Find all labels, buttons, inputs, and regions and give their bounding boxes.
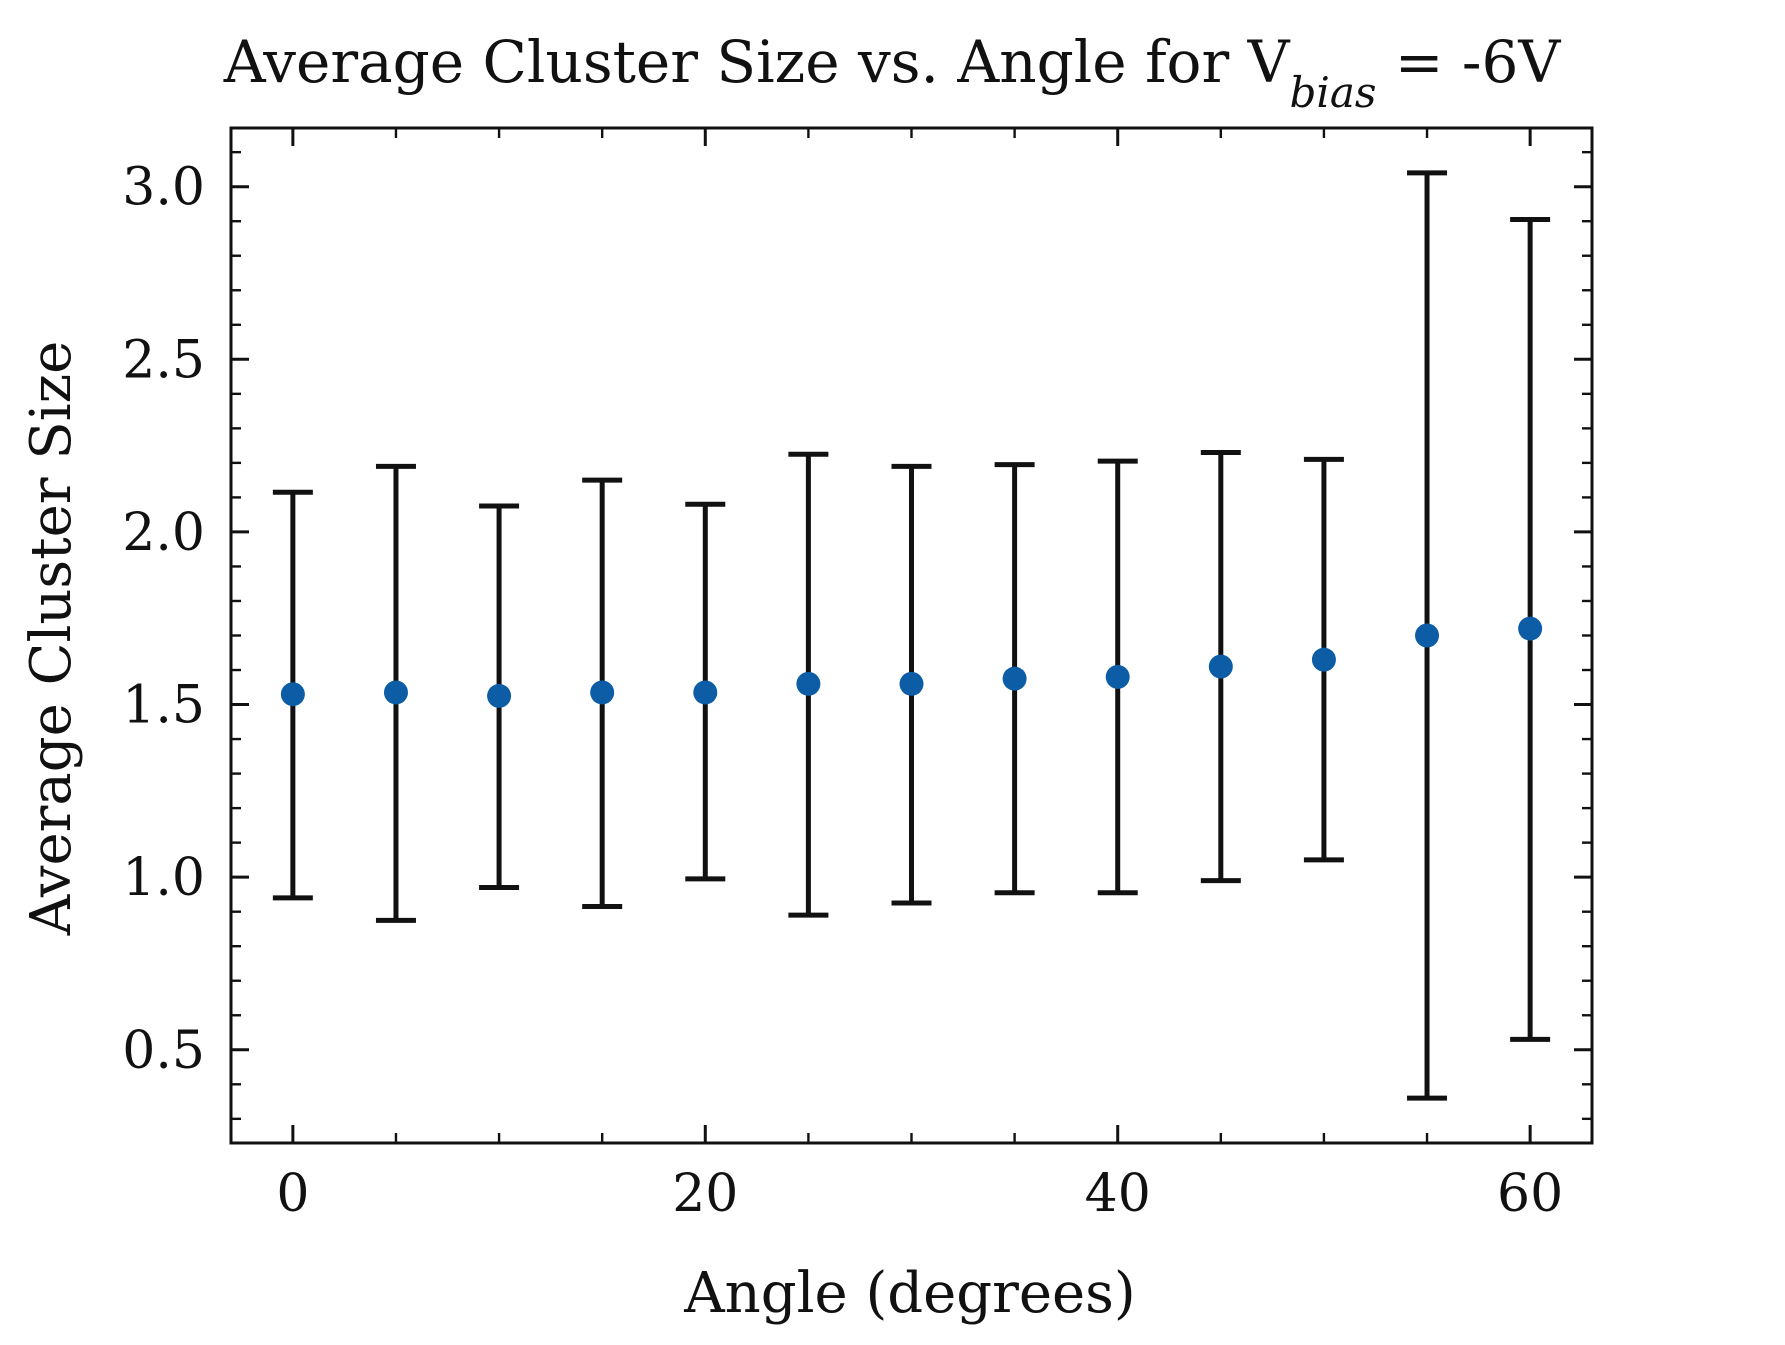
y-tick-label: 2.5	[122, 330, 205, 390]
plot-layer: 0 20 40 60 0.5 1.0 1.5 2.0 2.5 3.0	[122, 126, 1594, 1224]
data-point	[693, 680, 718, 705]
x-axis-label: Angle (degrees)	[683, 1261, 1136, 1326]
chart-title-main: Average Cluster Size vs. Angle for V	[223, 28, 1291, 96]
y-tick-label: 0.5	[122, 1021, 205, 1081]
data-point	[383, 680, 408, 705]
data-point	[1311, 647, 1336, 672]
chart-title-subscript: bias	[1290, 68, 1377, 117]
data-point	[590, 680, 615, 705]
x-tick-label: 60	[1497, 1164, 1563, 1224]
y-tick-label: 1.0	[122, 848, 205, 908]
data-point	[280, 682, 305, 707]
data-point	[1002, 666, 1027, 691]
y-tick-label: 3.0	[122, 158, 205, 218]
data-point	[487, 683, 512, 708]
y-tick-label: 1.5	[122, 676, 205, 736]
chart-title-suffix: = -6V	[1376, 28, 1561, 96]
data-point	[796, 671, 821, 696]
y-tick-label: 2.0	[122, 503, 205, 563]
data-point	[1208, 654, 1233, 679]
data-point	[1105, 664, 1130, 689]
chart-title: Average Cluster Size vs. Angle for Vbias…	[223, 28, 1562, 117]
x-tick-label: 0	[276, 1164, 309, 1224]
data-point	[899, 671, 924, 696]
y-axis-label: Average Cluster Size	[19, 341, 84, 937]
x-tick-label: 40	[1085, 1164, 1151, 1224]
data-point	[1518, 616, 1543, 641]
data-point	[1415, 623, 1440, 648]
x-tick-label: 20	[672, 1164, 738, 1224]
